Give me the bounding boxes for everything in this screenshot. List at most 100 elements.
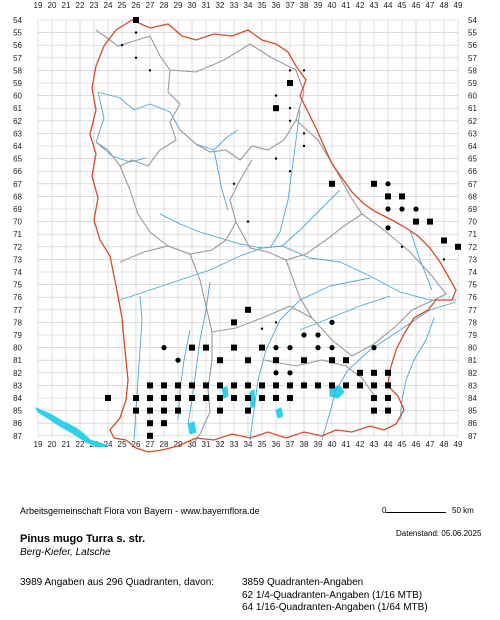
x-tick-label-top: 37 [286,1,295,10]
y-tick-label-left: 58 [13,66,22,75]
x-tick-label-bottom: 49 [454,440,463,449]
y-tick-label-right: 63 [468,129,477,138]
occurrence-square [203,395,209,401]
x-tick-label-bottom: 28 [160,440,169,449]
occurrence-circle [399,206,405,212]
x-tick-label-bottom: 26 [132,440,141,449]
border-inner-1 [263,359,377,399]
y-tick-label-right: 65 [468,155,477,164]
scale-zero-label: 0 [382,506,387,515]
border-oberbayern-west [211,305,313,333]
occurrence-square [301,382,307,389]
occurrence-square [315,382,321,389]
occurrence-square [133,395,139,401]
x-tick-label-bottom: 37 [286,440,295,449]
x-tick-label-bottom: 40 [328,440,337,449]
river-vils [299,295,391,331]
x-tick-label-top: 41 [342,1,351,10]
x-tick-label-top: 28 [160,1,169,10]
occurrence-square [371,407,377,414]
border-niederbayern [285,213,447,357]
river-main [97,91,239,151]
occurrence-dot [302,69,306,72]
occurrence-square [245,395,251,401]
occurrence-dot [274,321,278,324]
lake-tegernsee [275,407,284,419]
y-tick-label-left: 86 [13,419,22,428]
x-tick-label-bottom: 46 [412,440,421,449]
y-tick-label-right: 82 [468,369,477,378]
occurrence-square [147,382,153,389]
occurrence-dot [288,170,292,173]
grid-tick-labels: 1919202021212222232324242525262627272828… [13,1,477,449]
occurrence-square [259,382,265,389]
occurrence-circle [385,181,391,187]
occurrence-square [161,382,167,389]
occurrence-square [273,382,279,389]
y-tick-label-left: 80 [13,344,22,353]
x-tick-label-bottom: 41 [342,440,351,449]
lake-starnberger [249,389,256,409]
occurrence-squares [105,17,461,439]
y-tick-label-right: 69 [468,205,477,214]
river-main-lower [95,91,147,163]
occurrence-square [245,306,251,313]
occurrence-dot [302,144,306,148]
occurrence-square [385,193,391,200]
occurrence-square [301,357,307,364]
x-tick-label-bottom: 47 [426,440,435,449]
stats-line-quarter: 62 1/4-Quadranten-Angaben (1/16 MTB) [242,589,423,601]
x-tick-label-bottom: 32 [216,440,225,449]
y-tick-label-right: 58 [468,66,477,75]
x-tick-label-bottom: 21 [62,440,71,449]
occurrence-square [147,395,153,401]
occurrence-square [175,382,181,389]
y-tick-label-right: 56 [468,41,477,50]
occurrence-circles [161,181,419,376]
scale-max-label: 50 km [452,506,474,515]
occurrence-square [287,80,293,86]
y-tick-label-left: 77 [13,306,22,315]
y-tick-label-left: 74 [13,268,22,277]
occurrence-square [245,382,251,389]
x-tick-label-top: 42 [356,1,365,10]
x-tick-label-bottom: 34 [244,440,253,449]
occurrence-square [161,407,167,414]
y-tick-label-left: 60 [13,92,22,101]
occurrence-dots [120,31,446,330]
river-wertach [177,329,191,421]
y-tick-label-left: 69 [13,205,22,214]
occurrence-dot [400,245,404,248]
occurrence-square [399,193,405,200]
y-tick-label-left: 67 [13,180,22,189]
y-tick-label-left: 62 [13,117,22,126]
y-tick-label-left: 70 [13,218,22,227]
y-tick-label-left: 68 [13,192,22,201]
river-inn [321,301,457,441]
occurrence-square [217,395,223,401]
occurrence-circle [301,332,307,338]
y-tick-label-left: 83 [13,381,22,390]
y-tick-label-right: 61 [468,104,477,113]
occurrence-square [259,395,265,401]
occurrence-dot [274,94,278,97]
y-tick-label-left: 56 [13,41,22,50]
y-tick-label-right: 59 [468,79,477,88]
occurrence-square [287,395,293,401]
y-tick-label-left: 66 [13,167,22,176]
stats-summary: 3989 Angaben aus 296 Quadranten, davon: [20,577,215,588]
x-tick-label-top: 38 [300,1,309,10]
stats-line-quadrant: 3859 Quadranten-Angaben [242,577,364,588]
x-tick-label-bottom: 42 [356,440,365,449]
x-tick-label-bottom: 22 [76,440,85,449]
y-tick-label-right: 79 [468,331,477,340]
y-tick-label-left: 64 [13,142,22,151]
occurrence-square [147,432,153,439]
occurrence-square [133,17,139,23]
occurrence-square [147,407,153,414]
species-title: Pinus mugo Turra s. str. [20,533,146,545]
x-tick-label-bottom: 29 [174,440,183,449]
x-tick-label-top: 24 [104,1,113,10]
x-tick-label-top: 46 [412,1,421,10]
y-tick-label-right: 60 [468,92,477,101]
